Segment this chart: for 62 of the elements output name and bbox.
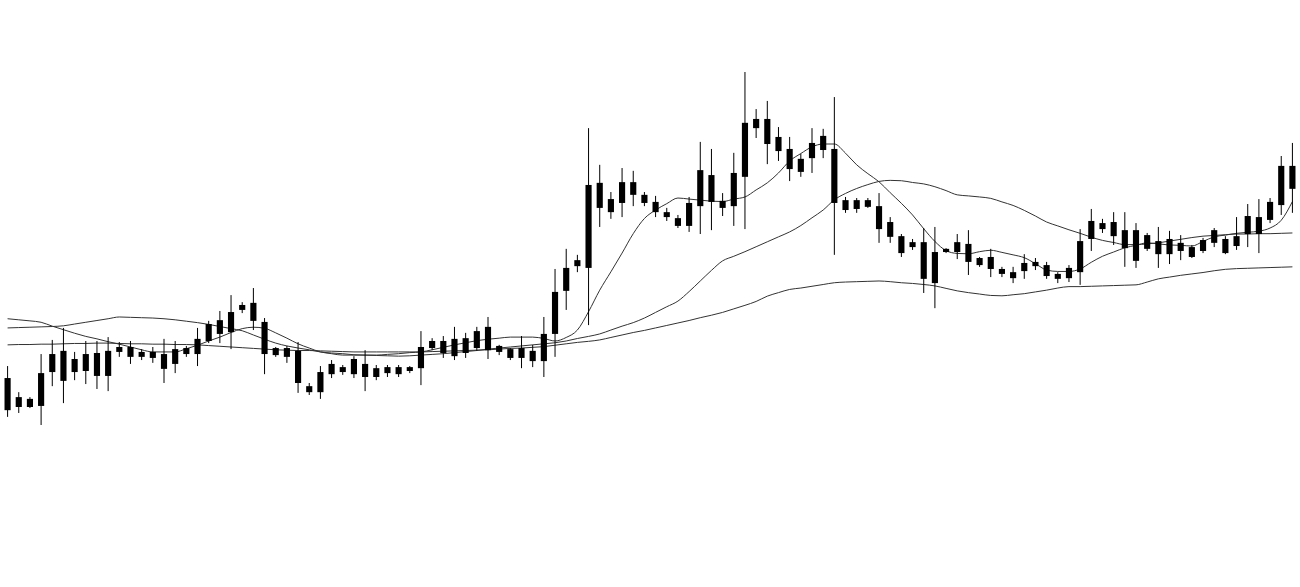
candlestick — [317, 365, 324, 400]
candlestick — [1177, 234, 1184, 261]
candlestick — [1021, 253, 1028, 280]
candlestick — [954, 233, 961, 260]
candlestick — [1144, 232, 1151, 252]
candlestick — [15, 391, 22, 414]
candlestick — [820, 128, 827, 159]
candlestick — [82, 340, 89, 385]
candlestick — [49, 339, 56, 387]
candlestick — [518, 335, 525, 369]
candlestick — [1233, 216, 1240, 251]
candlestick — [362, 349, 369, 392]
candlestick — [1121, 211, 1128, 268]
candlestick — [1255, 198, 1262, 254]
candlestick — [965, 229, 972, 276]
candlestick — [686, 196, 693, 233]
candlestick — [127, 340, 134, 365]
candlestick — [250, 287, 257, 331]
candlestick — [1110, 211, 1117, 246]
candlestick — [987, 248, 994, 278]
candlestick — [1289, 142, 1296, 214]
candlestick — [328, 359, 335, 379]
candlestick — [216, 310, 223, 344]
candlestick — [1166, 230, 1173, 265]
candlestick — [172, 340, 179, 374]
candlestick — [775, 126, 782, 162]
candlestick — [630, 170, 637, 207]
candlestick — [417, 330, 425, 386]
candlestick — [875, 192, 883, 244]
candlestick — [194, 327, 201, 367]
candlestick — [71, 351, 78, 381]
candlestick — [1222, 235, 1229, 255]
candlestick — [462, 332, 469, 359]
candlestick — [1244, 203, 1251, 248]
candlestick — [1211, 227, 1218, 248]
candlestick — [350, 355, 357, 379]
candlestick — [887, 216, 894, 244]
candlestick — [440, 335, 447, 359]
candlestick — [93, 340, 101, 390]
candlestick — [529, 344, 536, 368]
candlestick — [652, 195, 659, 218]
candlestick — [283, 345, 290, 364]
candlestick — [719, 192, 726, 217]
candlestick — [451, 326, 458, 361]
candlestick — [160, 338, 168, 384]
candlestick — [607, 191, 614, 220]
candlestick — [786, 136, 793, 182]
candlestick — [797, 153, 804, 178]
candlestick — [998, 266, 1005, 278]
candlestick — [1010, 266, 1017, 284]
candlestick — [473, 326, 480, 352]
candlestick — [484, 316, 492, 360]
candlestick — [563, 248, 570, 311]
candlestick — [808, 127, 816, 174]
candlestick — [1088, 208, 1095, 252]
candlestick — [1267, 197, 1274, 224]
candlestick — [227, 294, 235, 350]
candlestick — [753, 108, 760, 139]
candlestick — [1155, 226, 1162, 269]
candlestick — [898, 233, 905, 258]
candlestick — [619, 167, 626, 218]
candlestick — [205, 320, 212, 344]
